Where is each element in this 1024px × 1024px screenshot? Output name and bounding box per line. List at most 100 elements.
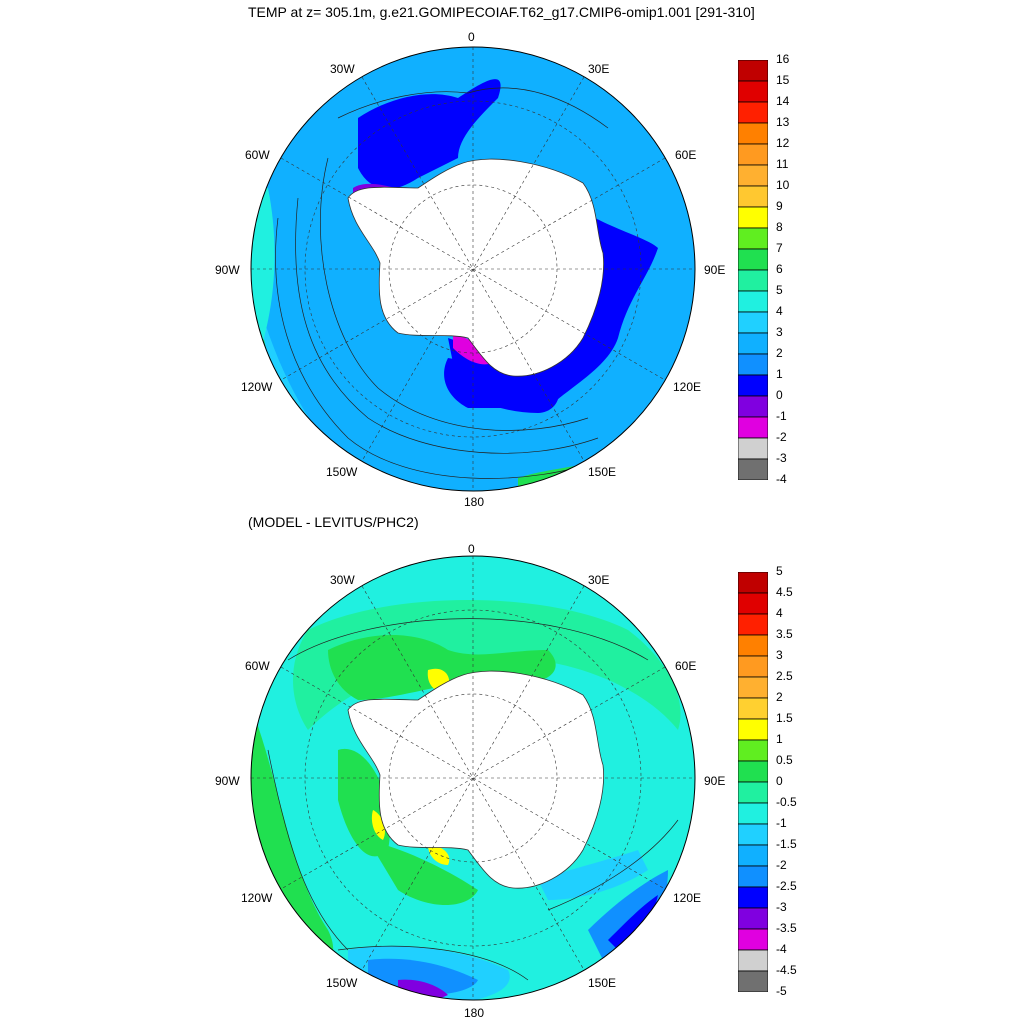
lon-label-0: 0: [468, 30, 475, 44]
colorbar-swatch: [738, 458, 768, 480]
lon-label-120e: 120E: [673, 380, 702, 394]
colorbar-tick-label: 16: [776, 52, 790, 66]
colorbar-tick-label: -1.5: [776, 837, 797, 851]
colorbar-swatch: [738, 572, 768, 594]
colorbar-swatch: [738, 437, 768, 460]
colorbar-tick-label: -4: [776, 472, 787, 486]
colorbar-tick-label: 3: [776, 648, 783, 662]
colorbar-swatch: [738, 164, 768, 187]
colorbar-tick-label: 4: [776, 304, 783, 318]
colorbar-swatch: [738, 844, 768, 867]
colorbar-swatch: [738, 122, 768, 145]
lon-label-90e: 90E: [704, 774, 726, 788]
colorbar-tick-label: -3: [776, 451, 787, 465]
lon-label-60w: 60W: [245, 148, 270, 162]
colorbar-tick-label: -4: [776, 942, 787, 956]
colorbar-tick-label: -2: [776, 858, 787, 872]
colorbar-tick-label: 0: [776, 388, 783, 402]
colorbar-swatch: [738, 613, 768, 636]
lon-label-120w: 120W: [241, 891, 273, 905]
colorbar-tick-label: 6: [776, 262, 783, 276]
colorbar-swatch: [738, 248, 768, 271]
colorbar-tick-label: 0.5: [776, 753, 793, 767]
top-temperature-map: [250, 46, 696, 492]
colorbar-tick-label: 4: [776, 606, 783, 620]
top-colorbar: [738, 60, 768, 480]
colorbar-tick-label: -2: [776, 430, 787, 444]
colorbar-swatch: [738, 655, 768, 678]
colorbar-tick-label: 2: [776, 690, 783, 704]
colorbar-swatch: [738, 718, 768, 741]
colorbar-swatch: [738, 760, 768, 783]
lon-label-150e: 150E: [588, 976, 617, 990]
colorbar-tick-label: -1: [776, 409, 787, 423]
colorbar-swatch: [738, 416, 768, 439]
lon-label-60e: 60E: [675, 659, 697, 673]
colorbar-swatch: [738, 269, 768, 292]
colorbar-tick-label: -0.5: [776, 795, 797, 809]
colorbar-tick-label: 2: [776, 346, 783, 360]
lon-label-60e: 60E: [675, 148, 697, 162]
colorbar-tick-label: 5: [776, 564, 783, 578]
colorbar-swatch: [738, 290, 768, 313]
colorbar-swatch: [738, 374, 768, 397]
lon-label-180: 180: [464, 1006, 485, 1020]
colorbar-swatch: [738, 739, 768, 762]
difference-title: (MODEL - LEVITUS/PHC2): [248, 514, 419, 530]
colorbar-tick-label: 8: [776, 220, 783, 234]
colorbar-swatch: [738, 802, 768, 825]
colorbar-swatch: [738, 634, 768, 657]
colorbar-swatch: [738, 886, 768, 909]
lon-label-30w: 30W: [330, 573, 355, 587]
colorbar-tick-label: -3.5: [776, 921, 797, 935]
lon-label-30e: 30E: [588, 62, 610, 76]
colorbar-swatch: [738, 697, 768, 720]
lon-label-180: 180: [464, 495, 485, 509]
lon-label-30w: 30W: [330, 62, 355, 76]
lon-label-90w: 90W: [215, 263, 240, 277]
colorbar-swatch: [738, 928, 768, 951]
lon-label-90w: 90W: [215, 774, 240, 788]
colorbar-tick-label: 3.5: [776, 627, 793, 641]
lon-label-60w: 60W: [245, 659, 270, 673]
colorbar-tick-label: 1: [776, 732, 783, 746]
colorbar-tick-label: 10: [776, 178, 790, 192]
colorbar-tick-label: -4.5: [776, 963, 797, 977]
colorbar-swatch: [738, 781, 768, 804]
colorbar-tick-label: 1.5: [776, 711, 793, 725]
colorbar-swatch: [738, 311, 768, 334]
lon-label-30e: 30E: [588, 573, 610, 587]
colorbar-swatch: [738, 143, 768, 166]
colorbar-tick-label: 1: [776, 367, 783, 381]
colorbar-swatch: [738, 185, 768, 208]
colorbar-swatch: [738, 101, 768, 124]
colorbar-swatch: [738, 949, 768, 972]
colorbar-swatch: [738, 592, 768, 615]
colorbar-swatch: [738, 332, 768, 355]
bottom-difference-map: [250, 555, 696, 1001]
colorbar-tick-label: 0: [776, 774, 783, 788]
colorbar-tick-label: 5: [776, 283, 783, 297]
lon-label-150w: 150W: [326, 976, 358, 990]
lon-label-150e: 150E: [588, 465, 617, 479]
colorbar-tick-label: 2.5: [776, 669, 793, 683]
colorbar-tick-label: 13: [776, 115, 790, 129]
colorbar-swatch: [738, 970, 768, 992]
colorbar-swatch: [738, 823, 768, 846]
colorbar-swatch: [738, 80, 768, 103]
colorbar-tick-label: 11: [776, 157, 789, 171]
colorbar-swatch: [738, 395, 768, 418]
lon-label-0: 0: [468, 542, 475, 556]
colorbar-tick-label: -3: [776, 900, 787, 914]
colorbar-swatch: [738, 907, 768, 930]
colorbar-swatch: [738, 353, 768, 376]
colorbar-swatch: [738, 60, 768, 82]
colorbar-swatch: [738, 227, 768, 250]
bottom-colorbar: [738, 572, 768, 992]
main-title: TEMP at z= 305.1m, g.e21.GOMIPECOIAF.T62…: [248, 4, 755, 20]
colorbar-tick-label: -2.5: [776, 879, 797, 893]
colorbar-swatch: [738, 676, 768, 699]
colorbar-tick-label: -5: [776, 984, 787, 998]
lon-label-150w: 150W: [326, 465, 358, 479]
colorbar-tick-label: -1: [776, 816, 787, 830]
